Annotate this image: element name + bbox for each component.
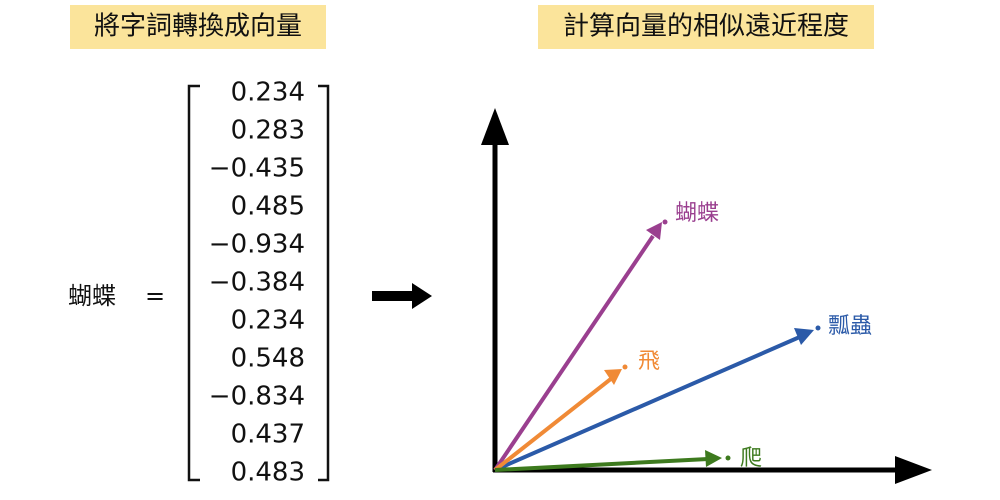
y-arrowhead	[481, 108, 509, 145]
equals: =	[145, 282, 165, 310]
left-title: 將字詞轉換成向量	[94, 12, 302, 42]
vector-dot	[815, 325, 821, 331]
vector-head	[646, 222, 662, 240]
right-title: 計算向量的相似遠近程度	[563, 12, 849, 42]
vector-value: 0.437	[231, 420, 305, 450]
vector-value: −0.834	[209, 382, 305, 412]
vector-head	[604, 369, 622, 385]
vector-label: 蝴蝶	[675, 201, 719, 226]
vector-value: 0.485	[231, 192, 305, 222]
vector-dot	[725, 455, 731, 461]
vector-value: 0.234	[231, 78, 305, 108]
word: 蝴蝶	[68, 282, 116, 310]
vector-arrow	[493, 376, 614, 472]
vector-value: 0.483	[231, 458, 305, 488]
vector-arrow	[493, 234, 655, 472]
vector-values: 0.234 0.283 −0.435 0.485 −0.934 −0.384 0.234 0.…	[209, 78, 305, 488]
vector-label: 飛	[638, 349, 660, 374]
vector-label: 瓢蟲	[828, 314, 872, 339]
vector-value: −0.384	[209, 268, 305, 298]
title-bg	[538, 5, 874, 49]
vector-value: −0.934	[209, 230, 305, 260]
vector-arrow	[494, 334, 803, 472]
x-arrowhead	[895, 456, 932, 484]
vector-label: 爬	[740, 446, 762, 471]
vector-arrow	[494, 457, 709, 472]
arrow	[372, 283, 432, 309]
bracket-right	[318, 84, 330, 482]
vector-value: 0.234	[231, 306, 305, 336]
vector-head	[794, 328, 814, 345]
vector-value: −0.435	[209, 154, 305, 184]
vector-value: 0.548	[231, 344, 305, 374]
bracket-left	[187, 84, 200, 482]
vector-head	[705, 450, 722, 467]
vector-dot	[662, 219, 668, 225]
vector-value: 0.283	[231, 116, 305, 146]
vector-dot	[622, 364, 628, 370]
title-bg	[70, 5, 326, 49]
